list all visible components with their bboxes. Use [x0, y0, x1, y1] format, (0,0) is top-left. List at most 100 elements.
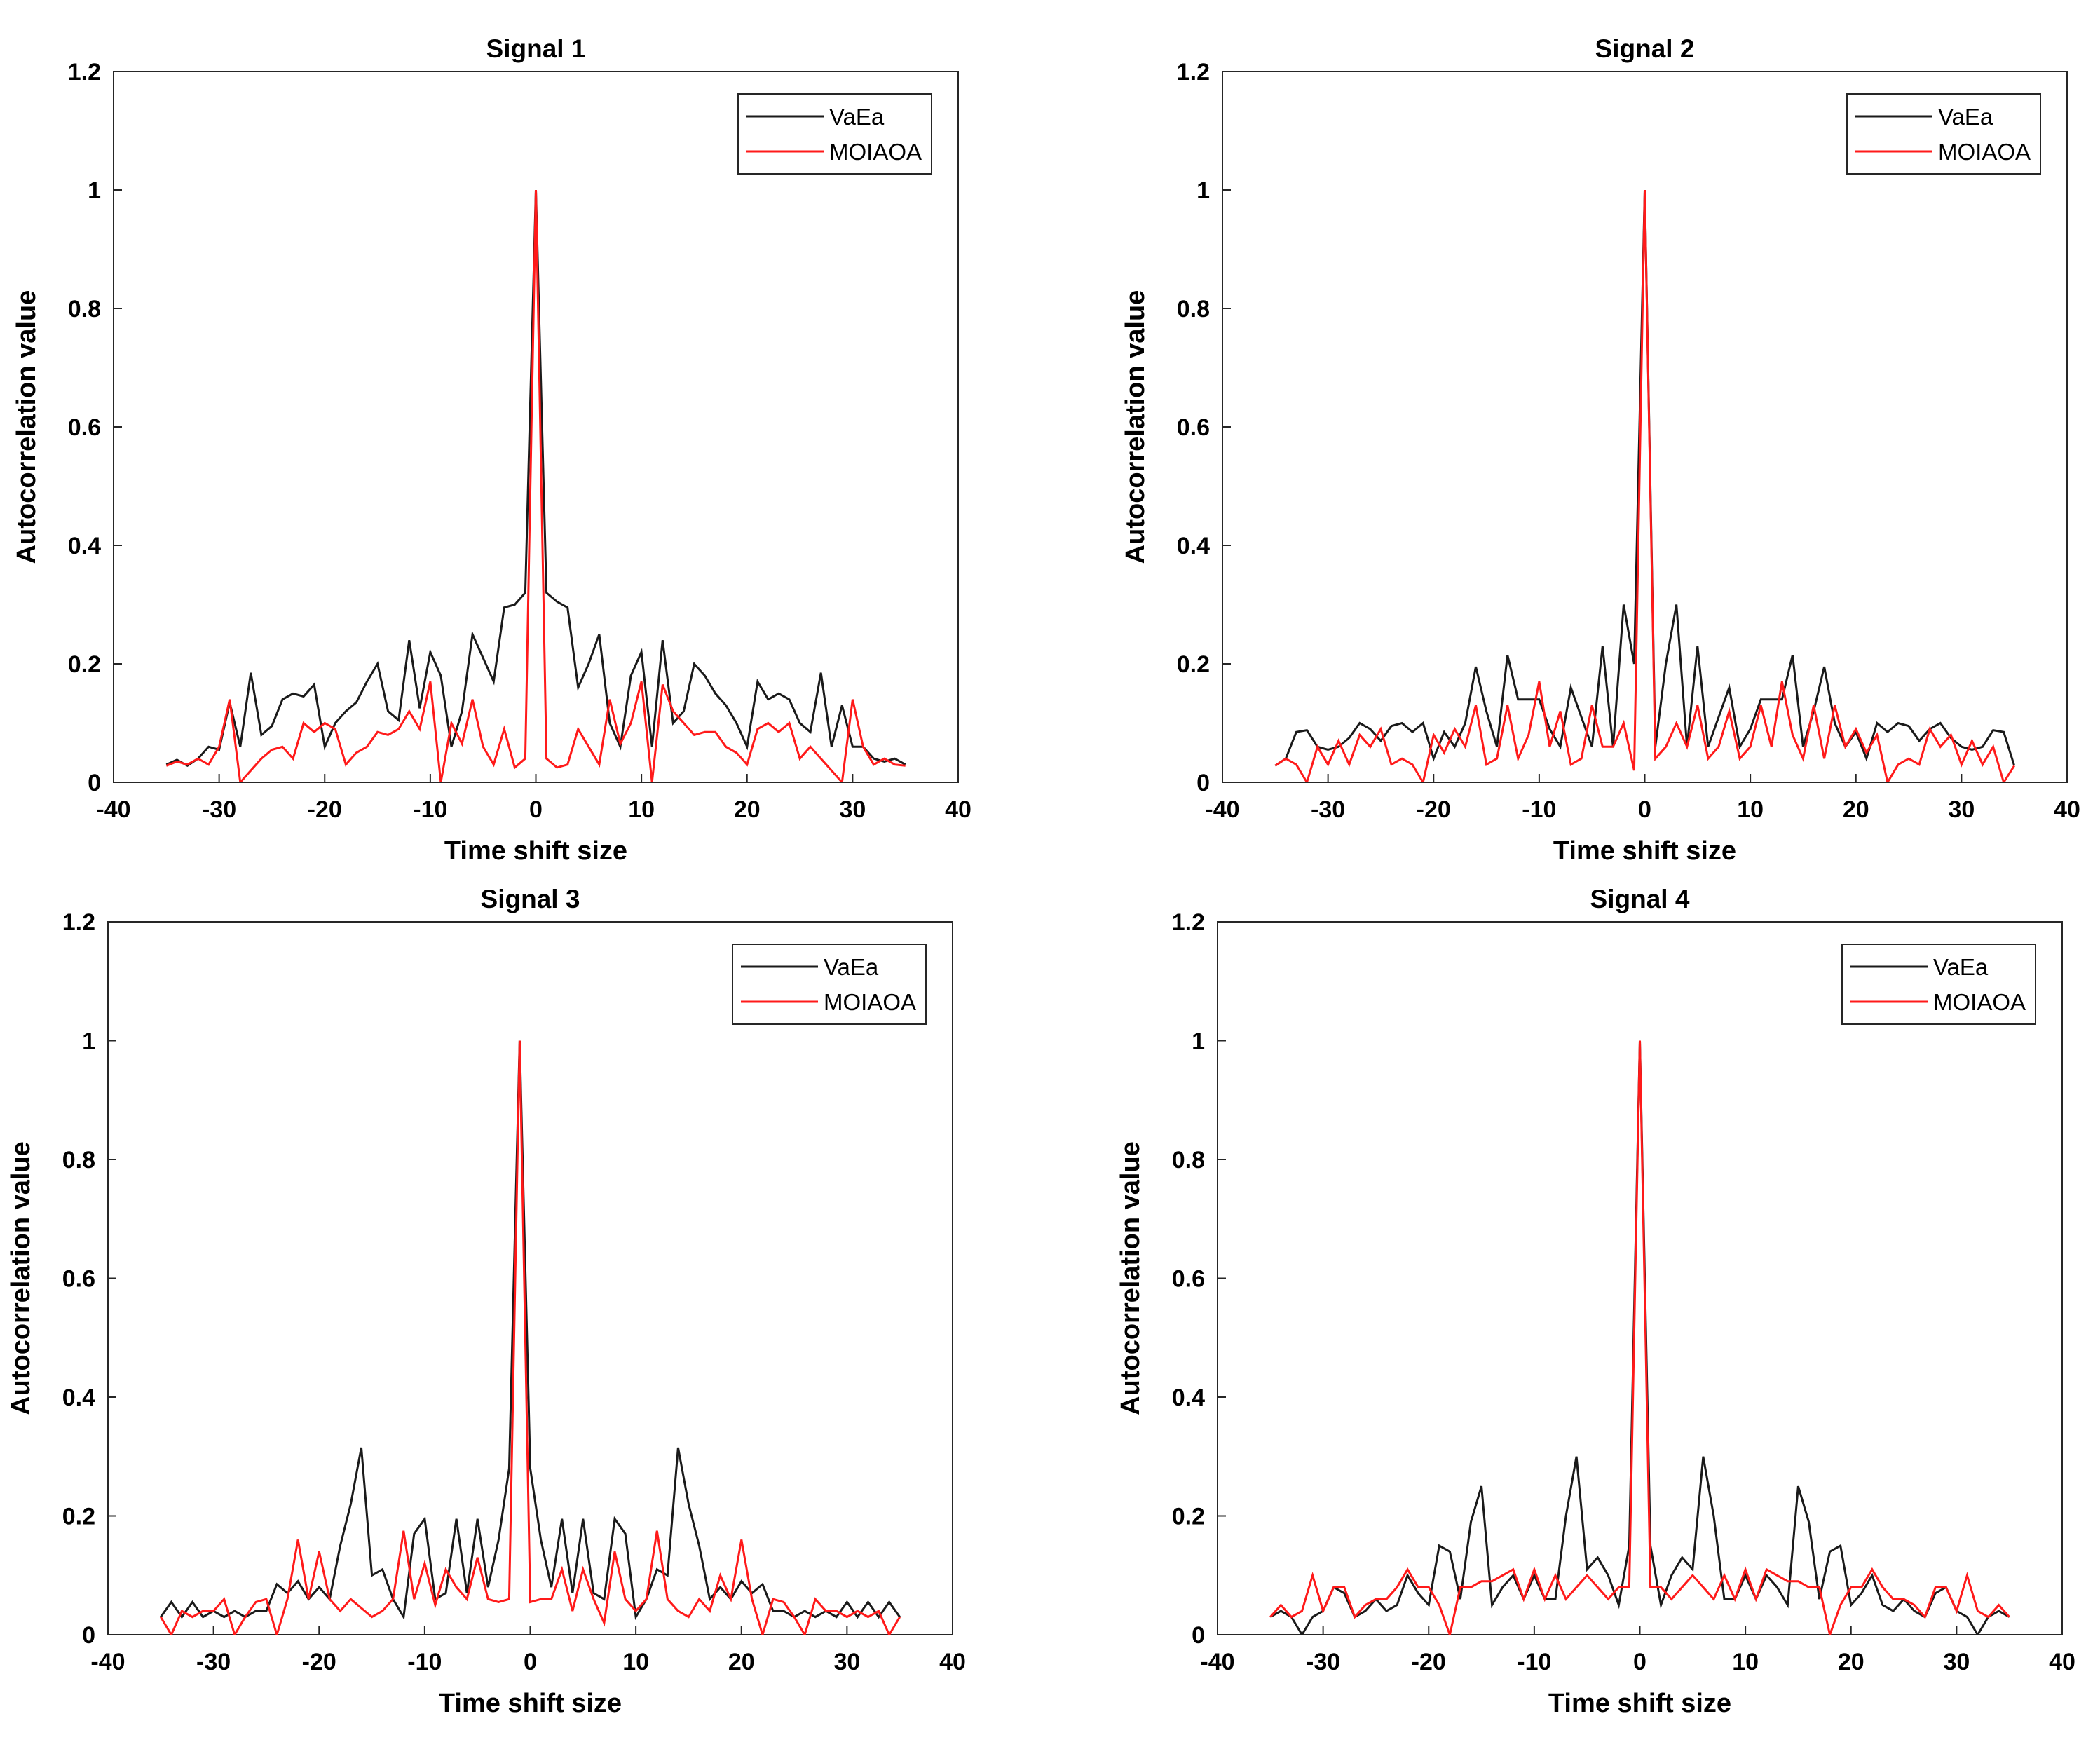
y-tick-label: 0 — [82, 1622, 95, 1649]
x-tick-label: 20 — [728, 1649, 755, 1675]
x-tick-label: 0 — [1633, 1649, 1646, 1675]
legend-label-vaea: VaEa — [824, 954, 879, 980]
x-tick-label: 30 — [1943, 1649, 1970, 1675]
y-tick-label: 0.2 — [62, 1504, 95, 1530]
y-tick-label: 1 — [82, 1028, 95, 1055]
chart-panels: -40 -30 -20 -10 0 10 20 30 4000.20.40.60.811.2Si… — [6, 34, 2080, 1718]
legend-box — [732, 944, 927, 1025]
x-axis-label: Time shift size — [439, 1689, 622, 1718]
plot-area — [113, 71, 959, 783]
chart-title: Signal 1 — [486, 34, 586, 63]
plot-area — [107, 921, 953, 1635]
legend-label-moiaoa: MOIAOA — [829, 139, 922, 165]
x-tick-label: -10 — [1522, 796, 1556, 823]
series-group — [165, 189, 906, 782]
x-tick-label: 30 — [1948, 796, 1975, 823]
x-tick-label: -40 — [1205, 796, 1239, 823]
x-tick-label: 20 — [1843, 796, 1869, 823]
y-tick-label: 1.2 — [68, 59, 101, 86]
legend: VaEa MOIAOA — [1846, 93, 2041, 175]
x-tick-label: 30 — [833, 1649, 860, 1675]
series-line-moiaoa — [160, 1040, 901, 1635]
x-tick-label: 0 — [1638, 796, 1651, 823]
y-tick-label: 0.6 — [1177, 414, 1210, 441]
chart-title: Signal 3 — [481, 885, 580, 913]
y-axis-label: Autocorrelation value — [6, 1141, 36, 1415]
y-tick-label: 0.4 — [1177, 533, 1210, 559]
y-tick-label: 0.4 — [1172, 1384, 1205, 1411]
x-tick-label: -30 — [202, 796, 236, 823]
series-line-moiaoa — [1274, 189, 2015, 782]
x-tick-label: 10 — [1732, 1649, 1759, 1675]
y-tick-label: 0.6 — [62, 1266, 95, 1293]
legend: VaEa MOIAOA — [732, 944, 927, 1025]
chart-3: -40 -30 -20 -10 0 10 20 30 40 0 0.2 0.4 0.6 0.8 1 1.2 Si… — [6, 885, 966, 1718]
y-tick-label: 0.2 — [1172, 1504, 1205, 1530]
y-tick-label: 0 — [1192, 1622, 1205, 1649]
y-axis-label: Autocorrelation value — [1121, 290, 1150, 564]
y-tick-label: 0.6 — [68, 414, 101, 441]
series-group — [160, 1040, 901, 1635]
x-tick-label: 40 — [2054, 796, 2080, 823]
legend-label-moiaoa: MOIAOA — [1938, 139, 2031, 165]
legend-box — [737, 93, 932, 175]
x-tick-label: 10 — [1737, 796, 1764, 823]
y-tick-label: 0 — [1196, 770, 1210, 796]
y-tick-label: 1 — [88, 177, 101, 204]
x-tick-label: -30 — [1311, 796, 1345, 823]
legend-label-moiaoa: MOIAOA — [1933, 989, 2026, 1015]
x-tick-label: 20 — [1838, 1649, 1864, 1675]
legend-label-vaea: VaEa — [829, 104, 885, 130]
y-axis-label: Autocorrelation value — [1116, 1141, 1145, 1415]
x-tick-label: 40 — [939, 1649, 966, 1675]
x-tick-label: 30 — [839, 796, 866, 823]
y-tick-label: 0.8 — [1177, 296, 1210, 322]
x-tick-label: -10 — [407, 1649, 442, 1675]
legend-box — [1841, 944, 2036, 1025]
y-tick-label: 1.2 — [62, 909, 95, 936]
x-axis-label: Time shift size — [1553, 836, 1736, 866]
x-tick-label: -20 — [1417, 796, 1451, 823]
x-tick-label: 0 — [529, 796, 543, 823]
x-tick-label: 40 — [2049, 1649, 2075, 1675]
y-tick-label: 0.6 — [1172, 1266, 1205, 1293]
y-tick-label: 1 — [1192, 1028, 1205, 1055]
series-group — [1269, 1040, 2010, 1635]
x-tick-label: -10 — [1517, 1649, 1551, 1675]
chart-4: -40 -30 -20 -10 0 10 20 30 40 0 0.2 0.4 0.6 0.8 1 1.2 Si… — [1116, 885, 2075, 1718]
y-tick-label: 1.2 — [1177, 59, 1210, 86]
x-tick-label: 40 — [945, 796, 971, 823]
y-tick-label: 0.2 — [1177, 651, 1210, 678]
series-line-moiaoa — [1269, 1040, 2010, 1635]
y-tick-label: 0.2 — [68, 651, 101, 678]
legend-label-moiaoa: MOIAOA — [824, 989, 916, 1015]
y-tick-label: 1 — [1196, 177, 1210, 204]
x-tick-label: -20 — [302, 1649, 336, 1675]
series-line-moiaoa — [165, 189, 906, 782]
x-tick-label: 20 — [734, 796, 761, 823]
x-axis-label: Time shift size — [1548, 1689, 1731, 1718]
y-tick-label: 0.8 — [68, 296, 101, 322]
chart-title: Signal 4 — [1590, 885, 1690, 913]
plot-area — [1217, 921, 2063, 1635]
y-tick-label: 0.8 — [1172, 1147, 1205, 1173]
x-tick-label: -40 — [1200, 1649, 1234, 1675]
chart-1: -40 -30 -20 -10 0 10 20 30 40 0 0.2 0.4 0.6 0.8 1 1.2 Si… — [12, 34, 971, 866]
legend: VaEa MOIAOA — [737, 93, 932, 175]
y-tick-label: 1.2 — [1172, 909, 1205, 936]
x-tick-label: -20 — [1412, 1649, 1446, 1675]
legend-label-vaea: VaEa — [1933, 954, 1989, 980]
x-axis-label: Time shift size — [444, 836, 627, 866]
x-tick-label: -40 — [96, 796, 130, 823]
plot-area — [1222, 71, 2068, 783]
legend: VaEa MOIAOA — [1841, 944, 2036, 1025]
y-tick-label: 0.8 — [62, 1147, 95, 1173]
series-line-vaea — [160, 1040, 901, 1621]
legend-box — [1846, 93, 2041, 175]
y-tick-label: 0 — [88, 770, 101, 796]
legend-label-vaea: VaEa — [1938, 104, 1993, 130]
chart-2: -40 -30 -20 -10 0 10 20 30 40 0 0.2 0.4 0.6 0.8 1 1.2 Si… — [1121, 34, 2080, 866]
x-tick-label: 0 — [524, 1649, 537, 1675]
x-tick-label: 10 — [622, 1649, 649, 1675]
